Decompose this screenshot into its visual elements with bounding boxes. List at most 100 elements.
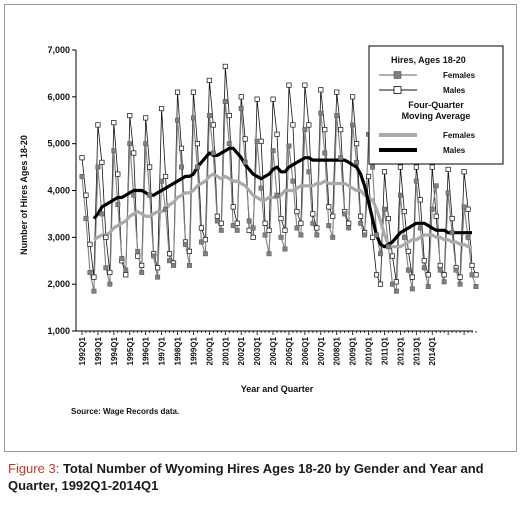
point-females [250, 225, 256, 231]
y-tick-label: 6,000 [47, 92, 70, 102]
point-males [405, 248, 411, 254]
point-males [330, 213, 336, 219]
point-males [318, 87, 324, 93]
point-females [87, 270, 93, 275]
point-males [421, 258, 427, 264]
point-females [417, 225, 423, 231]
point-females [83, 216, 89, 222]
point-males [310, 211, 316, 217]
point-males [194, 141, 200, 147]
point-males [377, 281, 384, 287]
legend-label-ma-males: Males [443, 146, 466, 155]
point-males [143, 115, 149, 121]
point-females [346, 225, 352, 231]
x-tick-label: 2004Q1 [269, 336, 278, 365]
point-females [183, 241, 188, 247]
point-females [306, 169, 312, 175]
point-females [378, 251, 383, 257]
point-females [163, 206, 169, 212]
point-females [266, 251, 272, 257]
point-females [453, 267, 459, 273]
point-females [151, 253, 157, 259]
point-females [123, 267, 129, 273]
series-line-ma-females [93, 172, 472, 249]
point-females [175, 117, 180, 123]
point-females [409, 286, 415, 292]
chart: 1,000 2,000 3,000 4,000 5,000 6,000 7,000 1992Q… [19, 45, 504, 394]
point-females [282, 246, 288, 252]
point-females [139, 270, 145, 275]
point-males [178, 145, 185, 151]
x-tick-label: 1996Q1 [142, 336, 151, 365]
point-males [290, 122, 296, 128]
point-males [286, 82, 292, 88]
point-females [461, 204, 467, 210]
legend-group1-title: Hires, Ages 18-20 [391, 55, 466, 65]
point-females [290, 178, 296, 184]
point-males [210, 122, 216, 128]
figure-caption-label: Figure 3: [8, 461, 60, 476]
point-females [425, 284, 431, 289]
point-males [123, 272, 129, 278]
point-males [99, 159, 105, 165]
point-males [91, 274, 97, 280]
point-females [262, 232, 268, 238]
point-females [214, 218, 220, 224]
source-note: Source: Wage Records data. [71, 407, 180, 416]
point-females [79, 174, 85, 179]
point-females [99, 211, 105, 217]
point-males [254, 96, 260, 102]
x-axis-title: Year and Quarter [241, 384, 314, 394]
point-females [326, 223, 332, 229]
point-males [111, 120, 117, 126]
point-males [238, 94, 244, 100]
point-males [206, 77, 212, 83]
x-tick-label: 1995Q1 [126, 336, 135, 365]
point-females [91, 288, 97, 294]
point-males [103, 234, 109, 240]
point-males [334, 89, 340, 95]
x-tick-label: 1993Q1 [94, 336, 103, 365]
point-males [115, 171, 121, 177]
point-males [358, 213, 364, 219]
x-tick-label: 2002Q1 [237, 336, 246, 365]
series-line-ma-males [92, 146, 472, 249]
point-males [397, 164, 403, 170]
point-females [286, 143, 292, 149]
point-females [258, 185, 264, 191]
point-males [314, 225, 320, 231]
point-females [429, 206, 435, 212]
legend: Hires, Ages 18-20 Females Males Four-Qua… [368, 45, 504, 165]
y-tick-label: 2,000 [47, 279, 70, 289]
point-males [433, 213, 439, 219]
point-males [190, 89, 196, 95]
point-males [350, 94, 356, 100]
point-males [385, 216, 392, 222]
chart-frame: 1,000 2,000 3,000 4,000 5,000 6,000 7,000 1992Q… [4, 4, 517, 452]
legend-label-ma-females: Females [443, 131, 476, 140]
point-males [131, 150, 137, 156]
point-males [445, 166, 451, 172]
point-females [405, 267, 411, 273]
point-females [338, 155, 344, 161]
point-females [115, 202, 121, 208]
x-tick-label: 2013Q1 [412, 336, 421, 365]
point-females [342, 211, 348, 217]
point-females [103, 265, 109, 271]
point-males [429, 164, 435, 170]
point-females [155, 274, 161, 280]
legend-label-females: Females [443, 71, 476, 80]
point-males [409, 274, 415, 280]
point-females [397, 192, 403, 198]
point-males [469, 262, 475, 268]
point-females [350, 122, 356, 128]
point-males [135, 253, 141, 259]
point-females [107, 281, 113, 287]
point-females [401, 234, 407, 240]
point-females [330, 234, 336, 240]
point-males [346, 220, 352, 226]
y-tick-label: 7,000 [47, 45, 70, 55]
x-tick-label: 2009Q1 [349, 336, 358, 365]
x-tick-label: 2008Q1 [333, 336, 342, 365]
point-females [159, 178, 165, 184]
